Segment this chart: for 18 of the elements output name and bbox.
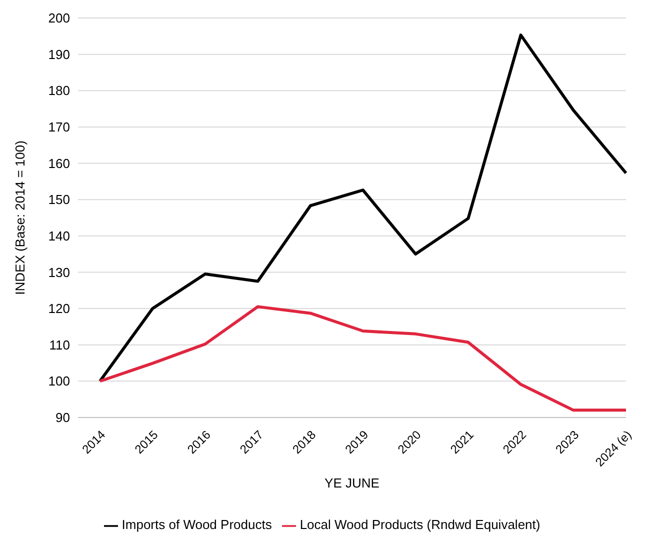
y-tick-label: 190 [48,46,70,62]
y-tick-label: 170 [48,120,70,135]
y-tick-label: 130 [48,264,70,280]
legend-label: Local Wood Products (Rndwd Equivalent) [300,517,540,532]
line-series [98,34,628,383]
x-axis-title: YE JUNE [324,475,380,490]
y-axis-title: INDEX (Base: 2014 = 100) [12,140,28,295]
y-tick-label: 140 [48,228,70,244]
legend-label: Imports of Wood Products [122,517,272,532]
y-tick-label: 150 [48,192,70,208]
y-tick-label: 110 [49,337,70,352]
line-series [98,305,628,412]
y-tick-label: 100 [48,374,70,389]
y-tick-label: 160 [48,156,70,171]
y-tick-label: 180 [48,83,70,98]
y-tick-label: 200 [48,10,70,26]
y-tick-label: 90 [56,410,70,426]
y-tick-label: 120 [48,301,70,316]
